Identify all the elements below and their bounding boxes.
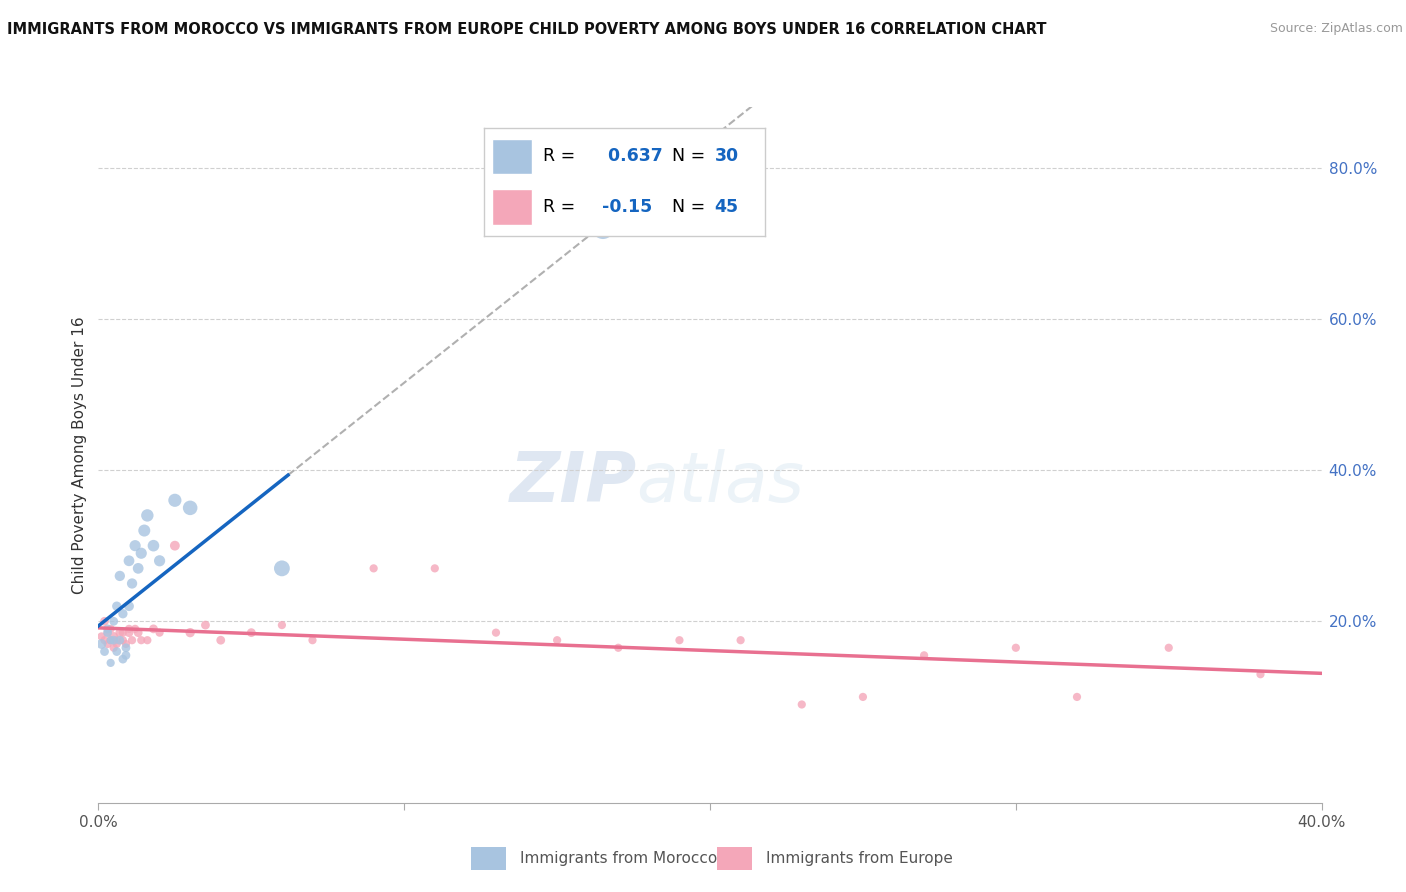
Text: atlas: atlas <box>637 450 804 516</box>
Point <box>108 569 131 583</box>
Point <box>103 640 125 655</box>
Point <box>149 554 172 568</box>
Point <box>163 539 186 553</box>
Text: Immigrants from Europe: Immigrants from Europe <box>766 851 953 866</box>
Point <box>111 625 134 640</box>
Point <box>607 640 630 655</box>
Point <box>105 644 128 658</box>
Point <box>790 698 813 712</box>
Point <box>103 615 125 629</box>
Point <box>546 633 568 648</box>
Point <box>592 221 614 235</box>
Point <box>97 622 120 636</box>
Point <box>423 561 446 575</box>
Point <box>142 622 165 636</box>
Point <box>363 561 385 575</box>
Point <box>118 622 141 636</box>
Text: IMMIGRANTS FROM MOROCCO VS IMMIGRANTS FROM EUROPE CHILD POVERTY AMONG BOYS UNDER: IMMIGRANTS FROM MOROCCO VS IMMIGRANTS FR… <box>7 22 1046 37</box>
Point <box>111 633 134 648</box>
Point <box>179 500 201 515</box>
Point <box>115 648 138 663</box>
Point <box>270 561 292 575</box>
Point <box>93 615 115 629</box>
Point <box>179 625 201 640</box>
Point <box>124 622 146 636</box>
Text: Immigrants from Morocco: Immigrants from Morocco <box>520 851 717 866</box>
Text: Source: ZipAtlas.com: Source: ZipAtlas.com <box>1270 22 1403 36</box>
Point <box>121 576 143 591</box>
Point <box>730 633 752 648</box>
Point <box>127 625 149 640</box>
Point <box>103 629 125 643</box>
Point <box>142 539 165 553</box>
Point <box>136 508 159 523</box>
Point <box>129 633 152 648</box>
Y-axis label: Child Poverty Among Boys Under 16: Child Poverty Among Boys Under 16 <box>72 316 87 594</box>
Point <box>115 637 138 651</box>
Point <box>852 690 875 704</box>
Point <box>118 554 141 568</box>
Point <box>1249 667 1271 681</box>
Point <box>270 618 292 632</box>
Point <box>149 625 172 640</box>
Point <box>111 652 134 666</box>
Point <box>118 625 141 640</box>
Point <box>1157 640 1180 655</box>
Point <box>912 648 935 663</box>
Point <box>1066 690 1088 704</box>
Point <box>485 625 508 640</box>
Point <box>105 633 128 648</box>
Point <box>209 633 232 648</box>
Point <box>90 629 112 643</box>
Point <box>100 633 122 648</box>
Text: ZIP: ZIP <box>509 450 637 516</box>
Point <box>121 633 143 648</box>
Point <box>108 625 131 640</box>
Point <box>115 640 138 655</box>
Point <box>301 633 323 648</box>
Point <box>240 625 263 640</box>
Point <box>93 633 115 648</box>
Point <box>97 625 120 640</box>
Point <box>105 599 128 614</box>
Point <box>93 644 115 658</box>
Point <box>100 656 122 670</box>
Point <box>668 633 690 648</box>
Point <box>90 637 112 651</box>
Point <box>100 633 122 648</box>
Point <box>105 637 128 651</box>
Point <box>97 637 120 651</box>
Point <box>118 599 141 614</box>
Point <box>1004 640 1026 655</box>
Point <box>163 493 186 508</box>
Point <box>97 625 120 640</box>
Point <box>129 546 152 560</box>
Point <box>124 539 146 553</box>
Point <box>136 633 159 648</box>
Point <box>127 561 149 575</box>
Point <box>111 607 134 621</box>
Point <box>108 633 131 648</box>
Point <box>134 524 156 538</box>
Point <box>100 622 122 636</box>
Point <box>103 633 125 648</box>
Point <box>194 618 217 632</box>
